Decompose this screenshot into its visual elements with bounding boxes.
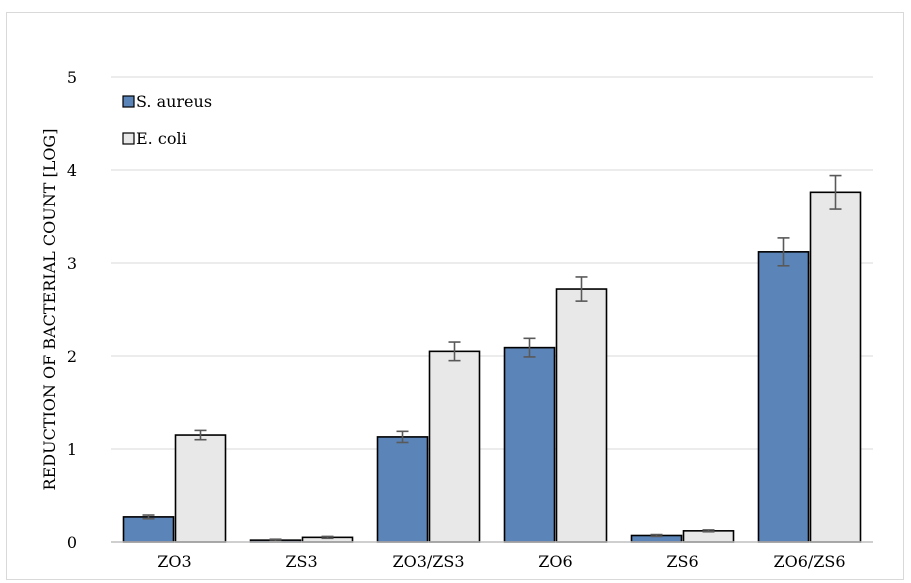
- bar-e-coli-zo3-zs3: [428, 350, 481, 543]
- bar-s-aureus-zo6: [503, 346, 556, 543]
- bar-s-aureus-zo6-zs6: [757, 251, 810, 543]
- y-axis-title: REDUCTION OF BACTERIAL COUNT [LOG]: [40, 129, 59, 491]
- axes: 0 1 2 3 4 5 ZO3 ZS3 ZO3/ZS3 ZO6 ZS6 ZO6/ZS6: [67, 68, 873, 571]
- y-tick-label: 3: [67, 254, 77, 273]
- bar-chart: 0 1 2 3 4 5 ZO3 ZS3 ZO3/ZS3 ZO6 ZS6 ZO6/ZS6 S. aure…: [40, 68, 873, 571]
- x-tick-label: ZO6: [538, 552, 572, 571]
- x-tick-label: ZS3: [285, 552, 317, 571]
- y-tick-label: 1: [67, 440, 77, 459]
- legend-swatch: [122, 95, 135, 108]
- error-bars: [142, 174, 842, 542]
- y-tick-label: 5: [67, 68, 77, 87]
- legend-swatch: [122, 132, 135, 145]
- bar-s-aureus-zo3-zs3: [376, 436, 429, 543]
- x-tick-label: ZS6: [666, 552, 698, 571]
- bars: [122, 191, 862, 543]
- x-tick-label: ZO3: [157, 552, 191, 571]
- bar-s-aureus-zo3: [122, 516, 175, 543]
- legend-label: E. coli: [136, 129, 187, 148]
- y-tick-label: 2: [67, 347, 77, 366]
- x-tick-label: ZO6/ZS6: [773, 552, 845, 571]
- legend: S. aureus E. coli: [122, 92, 212, 148]
- y-tick-label: 4: [67, 161, 77, 180]
- y-tick-label: 0: [67, 533, 77, 552]
- x-tick-label: ZO3/ZS3: [392, 552, 464, 571]
- chart-frame: 0 1 2 3 4 5 ZO3 ZS3 ZO3/ZS3 ZO6 ZS6 ZO6/ZS6 S. aure…: [6, 12, 904, 580]
- bar-e-coli-zo6: [555, 288, 608, 543]
- bar-e-coli-zo6-zs6: [809, 191, 862, 543]
- bar-e-coli-zo3: [174, 434, 227, 543]
- legend-label: S. aureus: [136, 92, 212, 111]
- gridlines: [111, 76, 873, 450]
